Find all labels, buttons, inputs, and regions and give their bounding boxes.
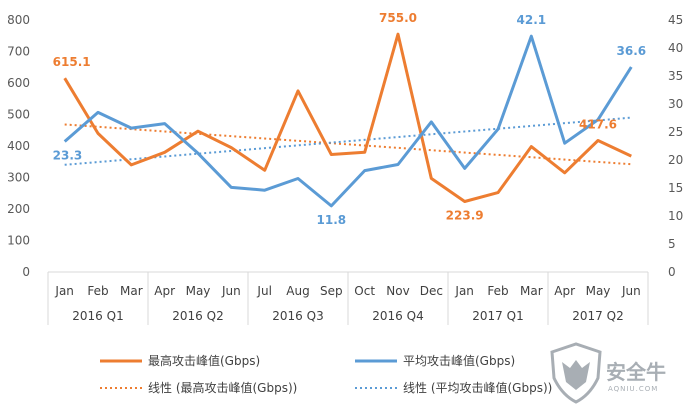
y-right-tick-label: 35 xyxy=(668,69,683,83)
y-axis-left-ticks: 0 100 200 300 400 500 600 700 800 xyxy=(7,13,30,279)
y-left-tick-label: 300 xyxy=(7,171,30,185)
legend-label: 最高攻击峰值(Gbps) xyxy=(148,353,260,368)
y-right-tick-label: 45 xyxy=(668,13,683,27)
data-label: 23.3 xyxy=(53,149,83,163)
y-left-tick-label: 200 xyxy=(7,202,30,216)
legend: 最高攻击峰值(Gbps) 平均攻击峰值(Gbps) 线性 (最高攻击峰值(Gbps)… xyxy=(100,353,552,395)
y-right-tick-label: 25 xyxy=(668,125,683,139)
x-group-label: 2016 Q2 xyxy=(172,309,223,323)
y-right-tick-label: 5 xyxy=(668,237,676,251)
data-label: 42.1 xyxy=(517,13,547,27)
x-category-label: Apr xyxy=(154,284,175,298)
y-right-tick-label: 0 xyxy=(668,265,676,279)
data-label: 755.0 xyxy=(379,11,417,25)
watermark-text: 安全牛 xyxy=(606,360,666,384)
data-label: 417.6 xyxy=(579,117,617,131)
x-group-label: 2017 Q2 xyxy=(572,309,623,323)
x-category-label: Jul xyxy=(256,284,271,298)
x-group-label: 2016 Q4 xyxy=(372,309,423,323)
legend-label: 线性 (最高攻击峰值(Gbps)) xyxy=(148,380,297,395)
data-label: 223.9 xyxy=(446,208,484,222)
x-group-label: 2016 Q1 xyxy=(72,309,123,323)
series-line xyxy=(63,32,632,203)
y-left-tick-label: 0 xyxy=(22,265,30,279)
x-category-label: Jan xyxy=(454,284,474,298)
y-left-tick-label: 500 xyxy=(7,108,30,122)
x-category-label: Jan xyxy=(54,284,74,298)
data-label: 11.8 xyxy=(317,213,347,227)
data-label: 615.1 xyxy=(53,55,91,69)
x-category-label: Sep xyxy=(320,284,343,298)
watermark-subtext: AQNIU.COM xyxy=(608,385,658,393)
data-label: 36.6 xyxy=(617,44,647,58)
x-category-label: Feb xyxy=(87,284,108,298)
y-left-tick-label: 700 xyxy=(7,45,30,59)
y-left-tick-label: 600 xyxy=(7,76,30,90)
series-lines xyxy=(63,32,633,208)
y-left-tick-label: 400 xyxy=(7,139,30,153)
x-category-label: May xyxy=(186,284,211,298)
x-category-label: Feb xyxy=(487,284,508,298)
x-category-label: Apr xyxy=(554,284,575,298)
x-group-label: 2017 Q1 xyxy=(472,309,523,323)
watermark: 安全牛 AQNIU.COM xyxy=(550,342,666,404)
y-left-tick-label: 800 xyxy=(7,13,30,27)
x-category-label: May xyxy=(586,284,611,298)
legend-label: 平均攻击峰值(Gbps) xyxy=(403,353,515,368)
y-right-tick-label: 15 xyxy=(668,181,683,195)
series-line xyxy=(63,34,633,208)
x-category-label: Mar xyxy=(120,284,143,298)
x-category-label: Jun xyxy=(221,284,241,298)
y-left-tick-label: 100 xyxy=(7,234,30,248)
x-category-label: Oct xyxy=(354,284,375,298)
y-axis-right-ticks: 0 5 10 15 20 25 30 35 40 45 xyxy=(668,13,683,279)
shield-logo-icon xyxy=(550,342,602,404)
x-axis xyxy=(47,271,649,325)
x-category-label: Nov xyxy=(386,284,409,298)
y-right-tick-label: 10 xyxy=(668,209,683,223)
y-right-tick-label: 20 xyxy=(668,153,683,167)
x-category-label: Mar xyxy=(520,284,543,298)
x-category-label: Jun xyxy=(621,284,641,298)
x-category-label: Dec xyxy=(420,284,443,298)
x-group-label: 2016 Q3 xyxy=(272,309,323,323)
x-axis-group-labels: 2016 Q1 2016 Q2 2016 Q3 2016 Q4 2017 Q1 2017 … xyxy=(72,309,623,323)
x-axis-category-labels: Jan Feb Mar Apr May Jun Jul Aug Sep Oct Nov Dec Jan F… xyxy=(54,284,640,298)
y-right-tick-label: 30 xyxy=(668,97,683,111)
legend-label: 线性 (平均攻击峰值(Gbps)) xyxy=(403,380,552,395)
x-category-label: Aug xyxy=(286,284,309,298)
y-right-tick-label: 40 xyxy=(668,41,683,55)
data-labels: 615.1 755.0 223.9 417.6 23.3 11.8 42.1 36.6 xyxy=(53,11,646,227)
